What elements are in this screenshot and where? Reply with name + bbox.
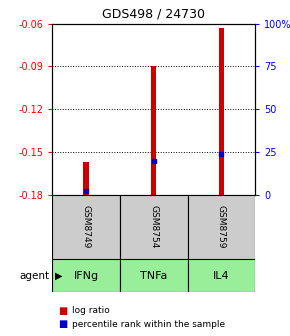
Text: agent: agent [19, 270, 49, 281]
Bar [52, 195, 120, 259]
Text: log ratio: log ratio [72, 306, 110, 315]
Text: GSM8759: GSM8759 [217, 205, 226, 249]
Text: IL4: IL4 [213, 270, 230, 281]
Title: GDS498 / 24730: GDS498 / 24730 [102, 8, 205, 21]
Text: percentile rank within the sample: percentile rank within the sample [72, 320, 226, 329]
Bar [219, 28, 224, 195]
Text: GSM8749: GSM8749 [81, 205, 90, 249]
Text: ■: ■ [58, 319, 67, 329]
Bar [188, 195, 255, 259]
Text: GSM8754: GSM8754 [149, 205, 158, 249]
Text: TNFa: TNFa [140, 270, 167, 281]
Bar [120, 259, 188, 292]
Text: ▶: ▶ [55, 270, 63, 281]
Bar [52, 259, 120, 292]
Bar [120, 195, 188, 259]
Bar [151, 67, 156, 195]
Text: ■: ■ [58, 306, 67, 316]
Bar [83, 162, 89, 195]
Bar [188, 259, 255, 292]
Text: IFNg: IFNg [73, 270, 99, 281]
